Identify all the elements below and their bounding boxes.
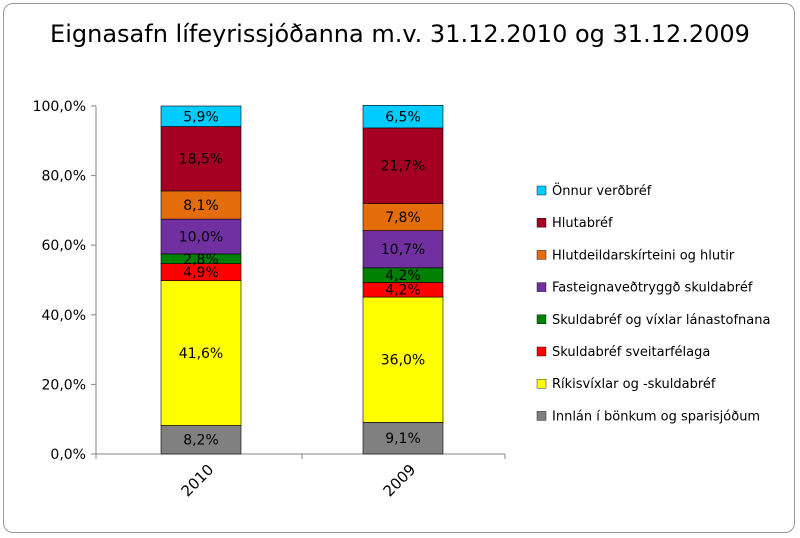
data-label: 8,2% bbox=[183, 433, 219, 449]
data-label: 8,1% bbox=[183, 198, 219, 214]
data-label: 4,2% bbox=[385, 268, 421, 284]
legend-label: Hlutabréf bbox=[552, 216, 613, 231]
legend-swatch bbox=[536, 217, 547, 228]
data-label: 41,6% bbox=[179, 346, 223, 362]
bar-segment bbox=[160, 190, 242, 220]
legend-label: Fasteignaveðtryggð skuldabréf bbox=[552, 281, 753, 296]
legend-label: Önnur verðbréf bbox=[552, 182, 652, 199]
legend-swatch bbox=[536, 282, 547, 292]
bar-segment bbox=[362, 230, 444, 269]
data-label: 5,9% bbox=[183, 109, 219, 125]
y-tick-label: 0,0% bbox=[50, 447, 86, 463]
y-tick-label: 20,0% bbox=[42, 377, 86, 393]
data-label: 10,0% bbox=[179, 230, 223, 246]
data-label: 4,2% bbox=[385, 283, 421, 299]
x-tick-label: 2009 bbox=[380, 461, 420, 501]
data-label: 36,0% bbox=[381, 353, 425, 369]
y-tick-label: 60,0% bbox=[42, 238, 86, 254]
legend-swatch bbox=[536, 379, 547, 389]
data-label: 21,7% bbox=[381, 159, 425, 175]
bar-segment bbox=[362, 296, 444, 423]
legend-swatch bbox=[536, 250, 547, 260]
data-label: 7,8% bbox=[385, 210, 421, 226]
data-label: 18,5% bbox=[179, 152, 223, 168]
y-tick-label: 40,0% bbox=[42, 308, 86, 324]
bar-segment bbox=[362, 127, 444, 204]
legend-swatch bbox=[536, 185, 547, 196]
legend-swatch bbox=[536, 411, 547, 421]
data-label: 9,1% bbox=[385, 431, 421, 447]
y-tick-label: 80,0% bbox=[42, 169, 86, 185]
legend-swatch bbox=[536, 314, 547, 324]
bar-segment bbox=[160, 126, 242, 192]
y-tick-label: 100,0% bbox=[33, 99, 86, 115]
data-label: 2,8% bbox=[183, 252, 219, 268]
data-label: 10,7% bbox=[381, 242, 425, 258]
bar-segment bbox=[362, 105, 444, 129]
data-label: 4,9% bbox=[183, 265, 219, 281]
data-label: 6,5% bbox=[385, 110, 421, 126]
legend-label: Skuldabréf sveitarfélaga bbox=[552, 345, 710, 360]
bar-segment bbox=[362, 203, 444, 231]
bar-segment bbox=[362, 422, 444, 455]
legend-label: Innlán í bönkum og sparisjóðum bbox=[552, 409, 760, 424]
bar-segment bbox=[160, 105, 242, 127]
legend-label: Hlutdeildarskírteini og hlutir bbox=[552, 248, 735, 263]
bar-segment bbox=[160, 425, 242, 455]
x-tick-label: 2010 bbox=[178, 461, 218, 501]
chart-title: Eignasafn lífeyrissjóðanna m.v. 31.12.20… bbox=[50, 20, 750, 48]
bar-segment bbox=[160, 280, 242, 426]
legend-label: Skuldabréf og víxlar lánastofnana bbox=[552, 313, 770, 328]
legend-swatch bbox=[536, 346, 547, 357]
legend-label: Ríkisvíxlar og -skuldabréf bbox=[552, 377, 716, 392]
